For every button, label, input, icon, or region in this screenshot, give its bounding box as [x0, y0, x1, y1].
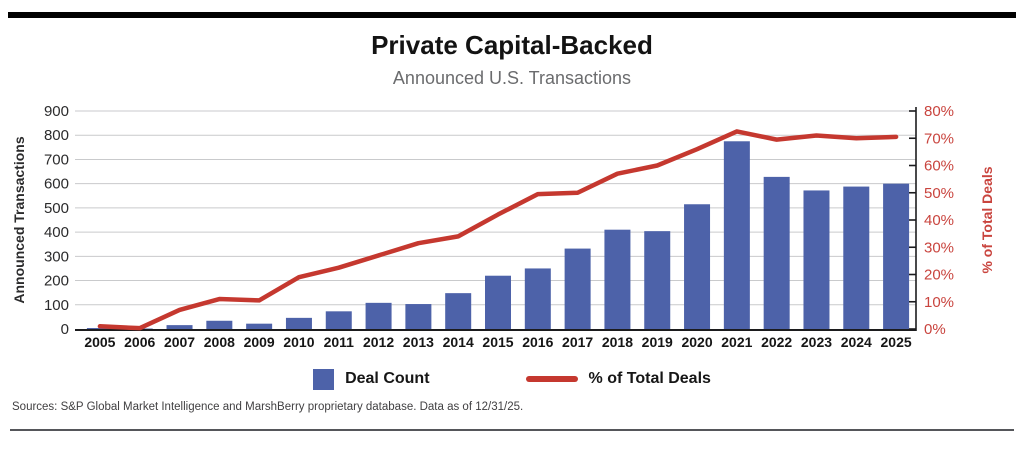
chart-canvas: 0 100 200 300 400 500 600 700 800 900 0% 10% 20% 30% 4… — [11, 103, 995, 350]
pct-total-deals-line — [97, 129, 899, 331]
right-axis-tick-10: 10% — [924, 294, 954, 311]
x-axis-label-2016: 2016 — [522, 334, 553, 350]
left-axis-tick-600: 600 — [44, 176, 69, 193]
bar-2012 — [365, 302, 392, 329]
left-axis-tick-400: 400 — [44, 224, 69, 241]
x-axis-label-2023: 2023 — [801, 334, 832, 350]
x-axis-label-2018: 2018 — [602, 334, 633, 350]
x-axis-label-2022: 2022 — [761, 334, 792, 350]
bar-2007 — [166, 325, 193, 329]
legend-item-deal-count: Deal Count — [313, 368, 430, 390]
right-axis-tick-0: 0% — [924, 321, 946, 338]
x-axis-label-2024: 2024 — [841, 334, 872, 350]
bar-2016 — [524, 268, 551, 329]
bar-2011 — [325, 311, 352, 329]
left-axis-tick-200: 200 — [44, 273, 69, 290]
x-axis-label-2021: 2021 — [721, 334, 752, 350]
x-axis-label-2007: 2007 — [164, 334, 195, 350]
top-divider-rule — [8, 12, 1016, 18]
bar-2018 — [604, 229, 631, 329]
left-axis-tick-500: 500 — [44, 200, 69, 217]
x-axis-label-2010: 2010 — [283, 334, 314, 350]
x-axis-label-2005: 2005 — [84, 334, 115, 350]
right-axis-tick-70: 70% — [924, 130, 954, 147]
left-axis-tick-0: 0 — [61, 321, 69, 338]
x-axis-label-2019: 2019 — [642, 334, 673, 350]
x-axis-label-2017: 2017 — [562, 334, 593, 350]
right-axis-tick-80: 80% — [924, 103, 954, 120]
bar-2024 — [843, 186, 870, 329]
bar-2008 — [206, 320, 233, 329]
right-axis-tick-30: 30% — [924, 239, 954, 256]
legend-item-pct-total: % of Total Deals — [525, 370, 711, 388]
x-axis-label-2012: 2012 — [363, 334, 394, 350]
right-axis-tick-60: 60% — [924, 158, 954, 175]
x-axis-label-2025: 2025 — [881, 334, 912, 350]
right-axis-tick-50: 50% — [924, 185, 954, 202]
left-axis-tick-700: 700 — [44, 151, 69, 168]
x-axis-label-2011: 2011 — [324, 334, 355, 350]
left-axis-tick-100: 100 — [44, 297, 69, 314]
bar-2025 — [883, 183, 910, 329]
bar-2022 — [763, 176, 790, 329]
bar-2021 — [723, 141, 750, 329]
x-axis-label-2014: 2014 — [443, 334, 474, 350]
bar-2010 — [285, 317, 312, 329]
x-axis-label-2008: 2008 — [204, 334, 235, 350]
right-axis-title: % of Total Deals — [979, 166, 995, 273]
page-title: Private Capital-Backed — [371, 30, 653, 60]
x-axis-label-2015: 2015 — [482, 334, 513, 350]
x-axis-label-2006: 2006 — [124, 334, 155, 350]
left-axis-tick-800: 800 — [44, 127, 69, 144]
bar-2015 — [485, 275, 511, 329]
x-axis-label-2013: 2013 — [403, 334, 434, 350]
page-subtitle: Announced U.S. Transactions — [392, 68, 632, 88]
legend-deal-count-label: Deal Count — [345, 370, 430, 387]
legend-pct-total-label: % of Total Deals — [588, 370, 711, 387]
deal-count-swatch-icon — [313, 368, 335, 390]
bar-2023 — [803, 190, 830, 329]
right-axis-tick-40: 40% — [924, 212, 954, 229]
left-axis-tick-900: 900 — [44, 103, 69, 120]
bar-2020 — [684, 204, 711, 329]
right-axis-tick-20: 20% — [924, 267, 954, 284]
x-axis-label-2020: 2020 — [681, 334, 712, 350]
bottom-divider-rule — [10, 429, 1014, 431]
sources-note: Sources: S&P Global Market Intelligence … — [12, 401, 524, 413]
bar-2017 — [564, 248, 591, 329]
bar-2009 — [246, 323, 273, 329]
left-axis-title: Announced Transactions — [11, 136, 27, 303]
bar-2019 — [644, 231, 671, 329]
x-axis-label-2009: 2009 — [244, 334, 275, 350]
chart-legend: Deal Count % of Total Deals — [0, 366, 1024, 392]
left-axis-tick-300: 300 — [44, 248, 69, 265]
bar-2013 — [405, 304, 432, 329]
bar-2014 — [445, 293, 472, 329]
pct-total-line-icon — [525, 376, 578, 382]
